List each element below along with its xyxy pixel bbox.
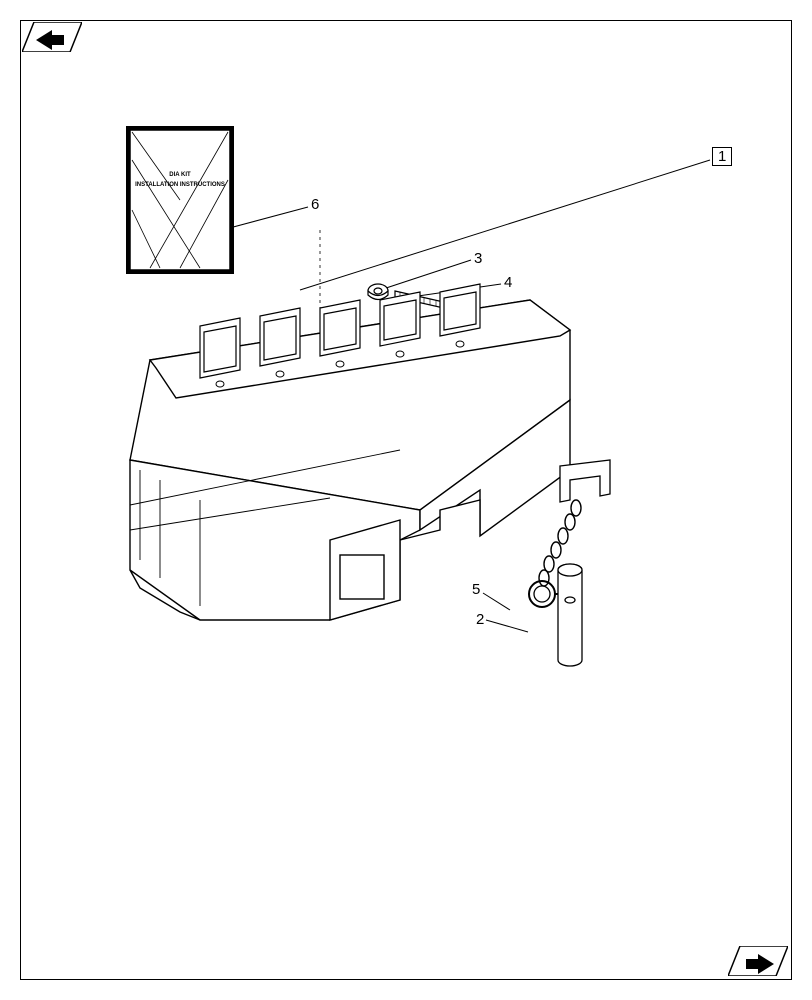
callout-6-label: 6 <box>311 196 319 213</box>
callout-4: 4 <box>504 274 512 291</box>
callout-2-label: 2 <box>476 611 484 628</box>
callout-5-label: 5 <box>472 581 480 598</box>
booklet: DIA KIT INSTALLATION INSTRUCTIONS <box>126 126 234 274</box>
callout-3-label: 3 <box>474 250 482 267</box>
callout-5: 5 <box>472 581 480 598</box>
callout-6: 6 <box>311 196 319 213</box>
booklet-title1: DIA KIT <box>169 172 191 178</box>
diagram-canvas: DIA KIT INSTALLATION INSTRUCTIONS <box>0 0 812 1000</box>
page-root: DIA KIT INSTALLATION INSTRUCTIONS <box>0 0 812 1000</box>
callout-1-label: 1 <box>712 147 732 166</box>
callout-3: 3 <box>474 250 482 267</box>
callout-2: 2 <box>476 611 484 628</box>
washer-part <box>368 284 388 300</box>
callout-4-label: 4 <box>504 274 512 291</box>
booklet-title2: INSTALLATION INSTRUCTIONS <box>135 182 225 188</box>
weight-carrier <box>130 284 570 620</box>
callout-1: 1 <box>712 147 732 166</box>
